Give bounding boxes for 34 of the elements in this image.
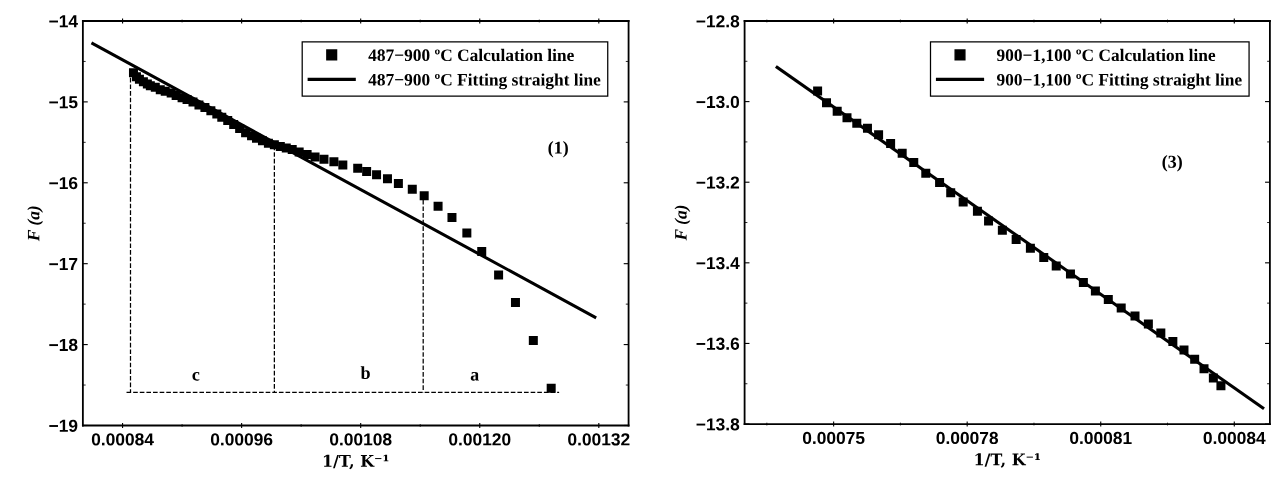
y-tick-label: −18 (49, 338, 78, 352)
y-axis-title: F (a) (27, 206, 44, 242)
annotation: b (360, 366, 370, 380)
x-axis-title: 1/T, K⁻¹ (323, 454, 389, 470)
y-tick-label: −13.2 (696, 176, 740, 189)
y-axis-title: F (a) (674, 205, 691, 241)
y-tick-label: −13.4 (696, 256, 740, 270)
annotation: (1) (548, 141, 568, 158)
y-tick-label: −13.0 (696, 95, 740, 109)
x-tick-label: 0.00075 (802, 431, 865, 445)
x-tick-label: 0.00084 (91, 433, 154, 446)
x-tick-label: 0.00132 (568, 433, 630, 446)
annotation: c (192, 371, 200, 381)
annotation: a (470, 372, 479, 381)
x-tick-label: 0.00084 (1203, 431, 1266, 445)
annotation: (3) (1162, 155, 1182, 172)
x-tick-label: 0.00081 (1070, 431, 1132, 445)
y-tick-label: −17 (49, 258, 78, 270)
legend-label: 487−900 ºC Calculation line (368, 48, 574, 62)
legend-label: 900−1,100 ºC Fitting straight line (996, 73, 1242, 90)
y-tick-label: −19 (49, 419, 78, 432)
legend-label: 487−900 ºC Fitting straight line (368, 73, 601, 90)
x-axis-title: 1/T, K⁻¹ (975, 453, 1040, 468)
legend-label: 900−1,100 ºC Calculation line (996, 48, 1216, 64)
y-tick-label: −13.8 (696, 418, 740, 431)
x-tick-label: 0.00078 (936, 431, 999, 445)
y-tick-label: −16 (49, 176, 78, 190)
x-tick-label: 0.00096 (210, 433, 273, 446)
y-tick-label: −13.6 (696, 337, 740, 350)
y-tick-label: −14 (49, 15, 78, 28)
y-tick-label: −15 (49, 96, 78, 109)
x-tick-label: 0.00120 (449, 433, 511, 446)
y-tick-label: −12.8 (696, 15, 740, 28)
x-tick-label: 0.00108 (330, 433, 392, 446)
